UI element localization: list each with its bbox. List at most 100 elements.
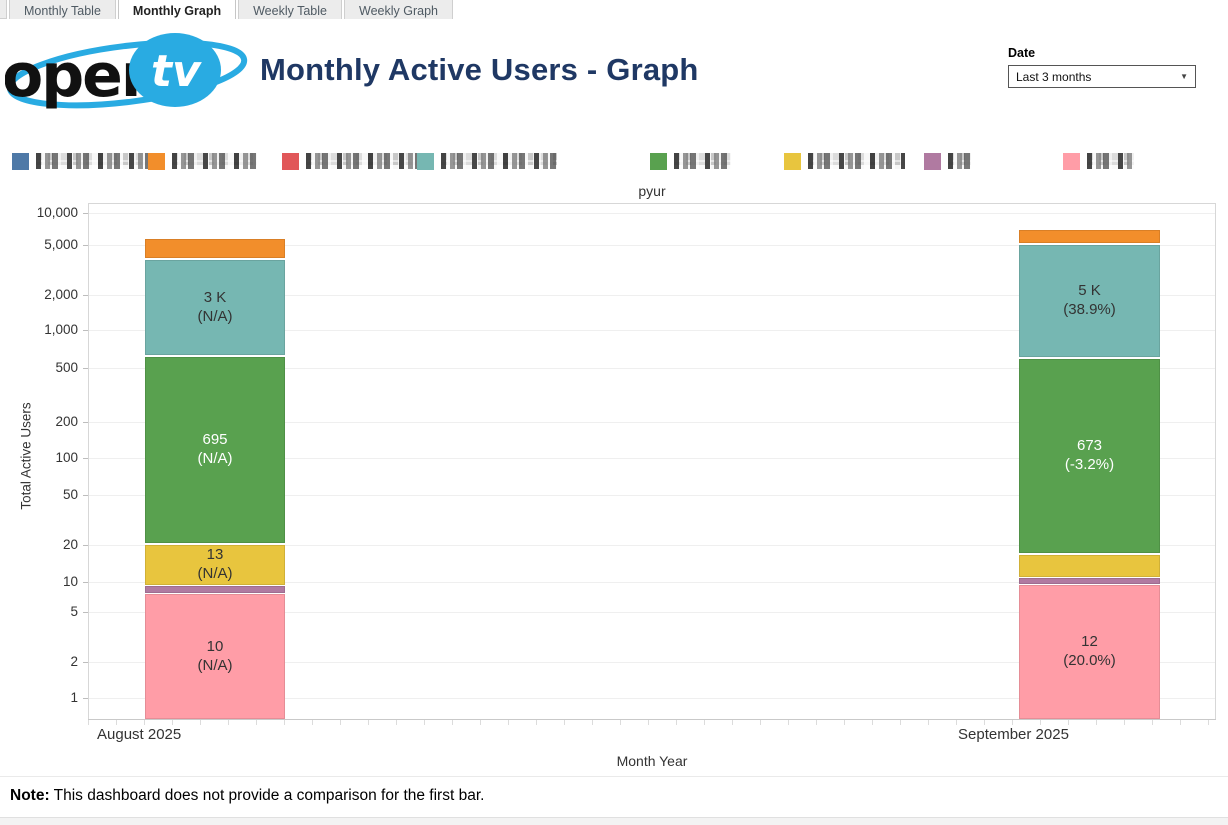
legend-label-redacted [441,153,557,169]
bar-aug-segment-orange[interactable] [145,239,285,258]
x-category-september: September 2025 [958,726,1069,743]
legend-label-redacted [808,153,905,169]
gridline [89,582,1215,583]
chevron-down-icon: ▼ [1180,72,1188,81]
segment-label: 695 (N/A) [198,431,233,469]
legend-item-blue[interactable] [12,152,149,170]
gridline [89,213,1215,214]
y-tick [83,698,88,699]
legend-label-redacted [948,153,971,169]
bar-sep-segment-green[interactable]: 673 (-3.2%) [1019,359,1160,553]
segment-change: (N/A) [197,450,233,467]
x-axis-title: Month Year [616,753,688,769]
date-filter: Date Last 3 months ▼ [1008,46,1196,88]
segment-change: (-3.2%) [1064,456,1115,473]
segment-label: 12 (20.0%) [1063,633,1116,671]
y-tick-label: 100 [55,450,78,465]
y-tick [83,495,88,496]
legend-swatch-purple [924,152,941,170]
legend-swatch-green [650,152,667,170]
y-tick [83,368,88,369]
legend-swatch-yellow [784,152,801,170]
y-tick-label: 50 [62,487,78,502]
y-tick [83,245,88,246]
segment-change: (N/A) [197,307,233,325]
legend-label-redacted [36,153,149,169]
segment-label: 3 K (N/A) [198,289,233,327]
legend-label-redacted [674,153,731,169]
tab-weekly-graph[interactable]: Weekly Graph [344,0,453,19]
date-dropdown[interactable]: Last 3 months ▼ [1008,65,1196,88]
segment-change: (38.9%) [1063,301,1116,318]
legend-item-orange[interactable] [148,152,257,170]
plot-top-border [88,203,1216,204]
y-tick [83,422,88,423]
bar-aug-segment-yellow[interactable]: 13 (N/A) [145,545,285,585]
logo-tv-circle [129,33,221,107]
plot-right-border [1215,203,1216,720]
segment-value: 3 K [203,288,227,306]
opentv-logo: open tv [5,33,248,110]
gridline [89,458,1215,459]
legend-item-green[interactable] [650,152,731,170]
y-tick-label: 10,000 [36,205,78,220]
legend-swatch-red [282,152,299,170]
x-category-august: August 2025 [97,726,182,743]
y-tick [83,330,88,331]
chart-bottom-divider [0,776,1228,777]
x-axis-line [88,719,1216,720]
bar-aug-segment-pink[interactable]: 10 (N/A) [145,594,285,719]
bar-aug-segment-teal[interactable]: 3 K (N/A) [145,260,285,355]
bar-sep-segment-yellow[interactable] [1019,555,1160,577]
segment-label: 10 (N/A) [198,638,233,676]
segment-label: 5 K (38.9%) [1063,282,1116,320]
legend-item-teal[interactable] [417,152,557,170]
legend-item-purple[interactable] [924,152,971,170]
segment-label: 673 (-3.2%) [1065,437,1114,475]
page-title: Monthly Active Users - Graph [260,52,699,87]
gridline [89,495,1215,496]
y-tick-label: 2,000 [44,287,78,302]
date-filter-label: Date [1008,46,1036,60]
y-tick-label: 200 [55,414,78,429]
date-dropdown-value: Last 3 months [1016,69,1092,84]
y-axis-line [88,203,89,720]
bar-aug-segment-green[interactable]: 695 (N/A) [145,357,285,543]
legend-item-yellow[interactable] [784,152,905,170]
legend-item-red[interactable] [282,152,423,170]
tab-monthly-graph[interactable]: Monthly Graph [117,0,237,19]
y-tick [83,582,88,583]
legend-item-pink[interactable] [1063,152,1134,170]
segment-value: 695 [202,431,228,449]
segment-value: 673 [1076,437,1103,455]
y-tick [83,545,88,546]
tab-weekly-table[interactable]: Weekly Table [238,0,342,19]
tab-monthly-table[interactable]: Monthly Table [9,0,116,19]
footer-note: Note: This dashboard does not provide a … [10,787,484,805]
bar-sep-segment-pink[interactable]: 12 (20.0%) [1019,585,1160,719]
logo-tv-text: tv [151,46,202,97]
segment-change: (N/A) [197,656,233,674]
legend-swatch-pink [1063,152,1080,170]
y-tick-label: 2 [70,654,78,669]
gridline [89,245,1215,246]
segment-label: 13 (N/A) [198,546,233,584]
bar-sep-segment-orange[interactable] [1019,230,1160,243]
legend-label-redacted [1087,153,1134,169]
legend-swatch-blue [12,152,29,170]
logo-swoosh [6,39,248,109]
horizontal-scrollbar[interactable] [0,817,1228,825]
y-axis-title: Total Active Users [18,402,34,510]
y-tick [83,295,88,296]
bar-aug-segment-purple[interactable] [145,586,285,593]
y-tick [83,612,88,613]
segment-value: 5 K [1078,282,1101,300]
bar-sep-segment-teal[interactable]: 5 K (38.9%) [1019,245,1160,357]
bar-sep-segment-purple[interactable] [1019,578,1160,584]
gridline [89,422,1215,423]
tab-edge [0,0,7,19]
x-minor-ticks [88,720,1216,725]
y-tick [83,213,88,214]
note-text: This dashboard does not provide a compar… [49,787,485,804]
